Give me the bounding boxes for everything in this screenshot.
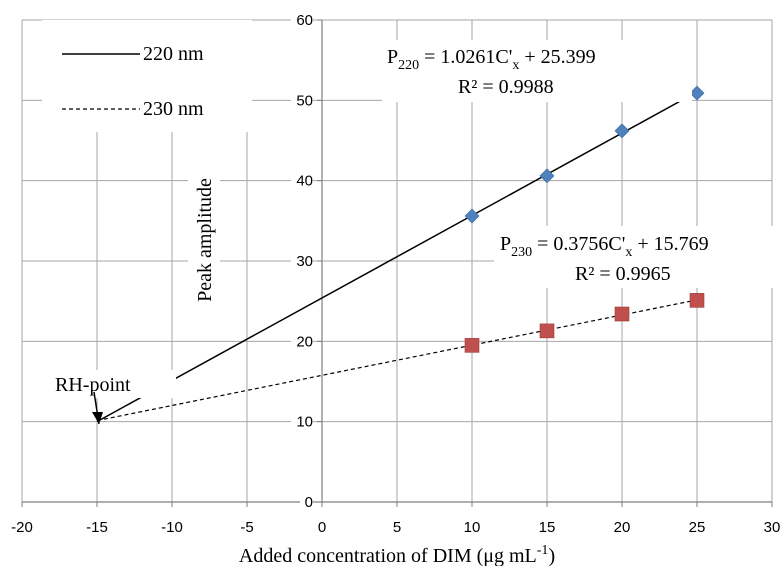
y-tick-label: 10: [296, 414, 313, 431]
fit-lines: [96, 91, 698, 423]
data-point-square: [614, 306, 630, 322]
y-tick-label-bg: [300, 492, 313, 510]
data-point-square: [539, 323, 555, 339]
y-tick-label: 40: [296, 173, 313, 190]
y-tick-label-bg: [291, 411, 313, 430]
legend-label-220: 220 nm: [143, 43, 204, 65]
x-tick-label: 10: [464, 519, 481, 536]
y-tick-label-bg: [291, 251, 313, 269]
x-tick-label: 15: [539, 519, 556, 536]
x-tick-label: -5: [240, 519, 253, 536]
data-point-square: [464, 338, 480, 353]
data-point-diamond: [614, 123, 630, 139]
legend-box: [42, 20, 252, 132]
x-tick-label: 0: [318, 519, 326, 536]
rh-point-label: RH-point: [55, 374, 131, 396]
y-tick-label: 30: [296, 253, 313, 270]
x-axis-label: Added concentration of DIM (μg mL-1): [239, 543, 555, 566]
rh-point-label-box: [52, 370, 176, 398]
data-point-square: [689, 293, 705, 308]
legend-label-230: 230 nm: [143, 98, 204, 120]
equation-220: P220 = 1.0261C'x + 25.399: [387, 46, 596, 73]
equation-220-box: [382, 40, 692, 102]
fit-line-0: [96, 91, 698, 423]
y-tick-label-bg: [291, 170, 313, 189]
y-tick-label: 50: [296, 92, 313, 109]
r2-220: R² = 0.9988: [458, 76, 554, 98]
y-tick-label: 0: [305, 494, 313, 511]
y-axis-label-box: [188, 150, 220, 326]
equation-230-box: [494, 226, 784, 288]
y-tick-label: 20: [296, 333, 313, 350]
x-tick-label: 25: [689, 519, 706, 536]
y-tick-label-bg: [291, 331, 313, 350]
y-tick-label: 60: [296, 12, 313, 29]
x-tick-label: 5: [393, 519, 401, 536]
rh-point-arrow: [92, 391, 103, 425]
data-markers: [464, 85, 705, 353]
axes: -20 -15 -10 -5 0 5 10 15 20 25 30 0 10 20 30 40 50 60: [11, 10, 780, 536]
data-point-diamond: [689, 85, 705, 101]
equation-230: P230 = 0.3756C'x + 15.769: [500, 233, 709, 260]
data-point-diamond: [464, 208, 480, 224]
x-tick-label: -20: [11, 519, 33, 536]
y-tick-label-bg: [291, 10, 313, 28]
data-point-diamond: [539, 168, 555, 184]
y-axis-label: Peak amplitude: [194, 178, 216, 302]
x-tick-label: -10: [161, 519, 183, 536]
x-tick-label: -15: [86, 519, 108, 536]
x-tick-label: 20: [614, 519, 631, 536]
r2-230: R² = 0.9965: [575, 263, 671, 285]
x-tick-label: 30: [764, 519, 781, 536]
legend: 220 nm 230 nm: [42, 20, 252, 132]
y-tick-label-bg: [291, 90, 313, 109]
